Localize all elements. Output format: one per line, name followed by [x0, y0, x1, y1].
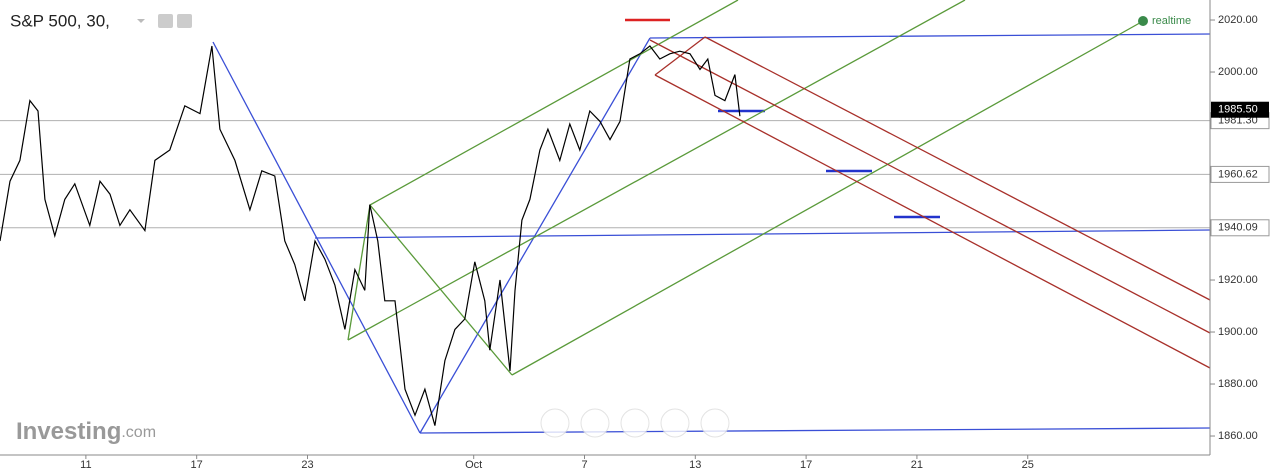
scroll-right-button[interactable] [700, 408, 730, 438]
price-line [0, 45, 741, 426]
x-tick-label: 17 [800, 459, 812, 471]
status-dot [1138, 16, 1148, 26]
drawings [212, 0, 1211, 434]
dropdown-icon[interactable] [137, 19, 145, 23]
settings-button[interactable] [177, 14, 192, 28]
y-tick-label: 1880.00 [1218, 378, 1258, 390]
price-level-label: 1940.09 [1218, 222, 1258, 234]
zoom-controls [540, 408, 730, 438]
pitchfork-line [654, 36, 706, 76]
watermark: Investing.com [16, 418, 156, 445]
y-tick-label: 2020.00 [1218, 14, 1258, 26]
x-tick-label: 25 [1022, 459, 1034, 471]
price-level-box [1210, 219, 1270, 237]
visibility-button[interactable] [158, 14, 173, 28]
pitchfork-line [511, 19, 1146, 376]
trend-line [649, 33, 1211, 39]
current-price-box [1211, 101, 1269, 118]
zoom-out-button[interactable] [580, 408, 610, 438]
pitchfork-line [704, 36, 1211, 301]
pitchfork-line [369, 0, 739, 206]
watermark-name: Investing [16, 418, 121, 445]
scroll-left-button[interactable] [540, 408, 570, 438]
price-level-label: 1960.62 [1218, 168, 1258, 180]
zoom-in-button[interactable] [660, 408, 690, 438]
status: realtime [1152, 15, 1191, 27]
pitchfork-line [369, 204, 513, 376]
pitchfork-line [649, 39, 1211, 334]
x-tick-label: 13 [689, 459, 701, 471]
pitchfork-line [654, 74, 1211, 369]
x-tick-label: Oct [465, 459, 482, 471]
price-level-box [1210, 165, 1270, 183]
y-tick-label: 1900.00 [1218, 326, 1258, 338]
x-tick-label: 7 [581, 459, 587, 471]
x-tick-label: 11 [80, 459, 91, 471]
pitchfork-line [347, 0, 966, 341]
x-tick-label: 17 [191, 459, 203, 471]
pitchfork-line [347, 204, 371, 341]
y-tick-label: 1920.00 [1218, 274, 1258, 286]
x-tick-label: 21 [911, 459, 923, 471]
watermark-suffix: .com [121, 424, 156, 441]
x-tick-label: 23 [301, 459, 313, 471]
reset-button[interactable] [620, 408, 650, 438]
y-tick-label: 1860.00 [1218, 430, 1258, 442]
y-tick-label: 2000.00 [1218, 66, 1258, 78]
chart-title: S&P 500, 30, [10, 11, 110, 30]
current-price-label: 1985.50 [1218, 104, 1258, 116]
